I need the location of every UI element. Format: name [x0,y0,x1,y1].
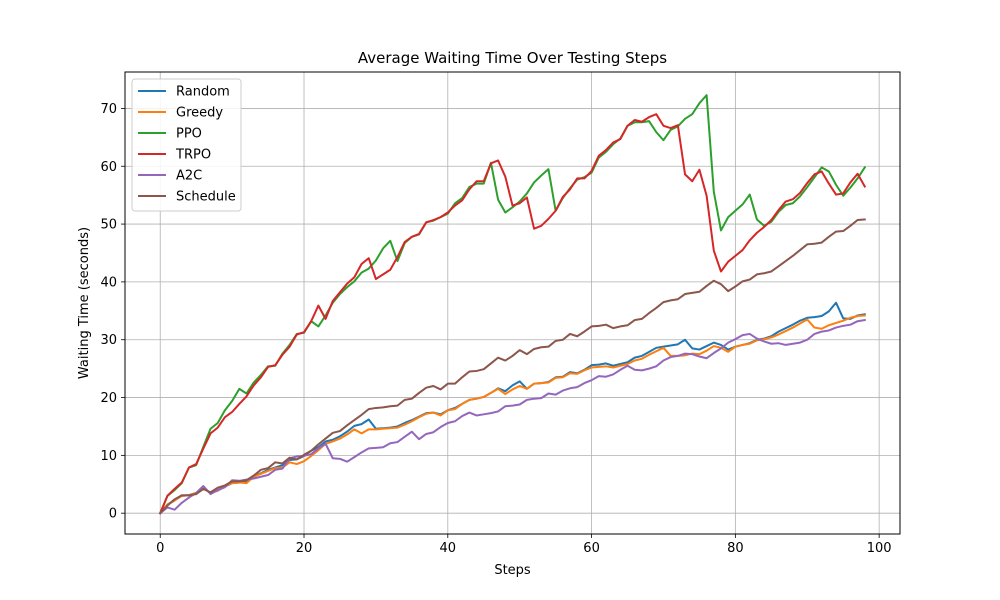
grid [125,72,900,534]
x-tick-label: 20 [296,541,313,556]
y-tick-label: 50 [100,218,117,233]
y-tick-label: 70 [100,102,117,117]
series-line-a2c [158,318,866,515]
x-tick-label: 40 [440,541,457,556]
legend-label-schedule: Schedule [176,190,236,205]
x-tick-label: 80 [727,541,744,556]
y-axis-label: Waiting Time (seconds) [77,227,92,379]
x-tick-label: 60 [583,541,600,556]
series-line-greedy [158,314,866,515]
series-line-trpo [158,113,867,515]
chart-title: Average Waiting Time Over Testing Steps [358,49,667,67]
x-tick-label: 100 [867,541,892,556]
legend-label-greedy: Greedy [176,106,223,121]
series-line-schedule [158,218,866,515]
axis-ticks: 0 20 40 60 80 100 0 10 20 30 40 50 60 70 [100,102,891,556]
y-tick-label: 0 [109,507,117,522]
legend: Random Greedy PPO TRPO A2C Schedule [131,78,242,212]
legend-label-a2c: A2C [176,169,202,184]
legend-label-random: Random [176,85,230,100]
y-tick-label: 20 [100,391,117,406]
series-lines [158,94,867,515]
plot-area-frame [124,71,901,535]
legend-label-ppo: PPO [176,127,202,142]
y-tick-label: 60 [100,160,117,175]
y-tick-label: 10 [100,449,117,464]
y-tick-label: 30 [100,333,117,348]
x-axis-label: Steps [494,563,531,578]
y-tick-label: 40 [100,275,117,290]
x-tick-label: 0 [156,541,164,556]
legend-label-trpo: TRPO [175,148,211,163]
